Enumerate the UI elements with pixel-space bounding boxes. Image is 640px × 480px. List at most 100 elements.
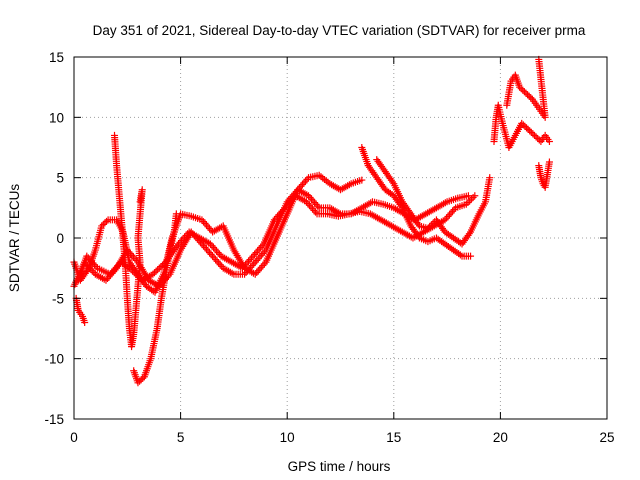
data-point	[111, 265, 119, 273]
data-point	[465, 230, 473, 238]
x-tick-label: 5	[177, 430, 185, 445]
data-point	[524, 125, 532, 133]
data-point	[246, 256, 254, 264]
data-point	[252, 249, 260, 257]
x-tick-label: 20	[493, 430, 508, 445]
data-point	[181, 233, 189, 241]
data-point	[241, 261, 249, 269]
data-point	[204, 247, 212, 255]
data-point	[251, 250, 259, 258]
data-point	[209, 252, 217, 260]
data-point	[312, 200, 320, 208]
data-point	[215, 259, 223, 267]
data-point	[202, 245, 210, 253]
data-point	[98, 222, 106, 230]
y-tick-label: 0	[56, 231, 64, 246]
data-point	[109, 267, 117, 275]
series-dip-1	[72, 294, 89, 326]
data-point	[259, 262, 267, 270]
data-point	[466, 197, 474, 205]
series-spike-1	[111, 131, 146, 351]
data-point	[280, 206, 288, 214]
data-point	[137, 376, 145, 384]
data-point	[529, 130, 537, 138]
data-point	[90, 261, 98, 269]
data-point	[213, 247, 221, 255]
x-tick-label: 25	[599, 430, 614, 445]
data-point	[429, 219, 437, 227]
data-point	[214, 249, 222, 257]
data-point	[249, 252, 257, 260]
data-point	[83, 252, 91, 260]
data-point	[204, 223, 212, 231]
data-point	[179, 235, 187, 243]
series-late-3	[535, 158, 553, 191]
data-point	[251, 258, 259, 266]
data-point	[283, 202, 291, 210]
data-point	[149, 270, 157, 278]
data-point	[257, 243, 265, 251]
data-point	[518, 119, 526, 127]
data-point	[174, 240, 182, 248]
data-point	[178, 237, 186, 245]
data-point	[305, 201, 313, 209]
data-point	[136, 198, 144, 206]
data-point	[251, 270, 259, 278]
data-point	[302, 198, 310, 206]
data-point	[202, 221, 210, 229]
data-point	[84, 254, 92, 262]
data-point	[259, 250, 267, 258]
data-point	[520, 88, 528, 96]
data-point	[112, 263, 120, 271]
data-point	[152, 267, 160, 275]
data-point	[258, 242, 266, 250]
data-point	[182, 231, 190, 239]
y-tick-label: 10	[49, 110, 64, 125]
data-point	[87, 265, 95, 273]
data-point	[469, 193, 477, 201]
data-point	[281, 204, 289, 212]
data-point	[88, 267, 96, 275]
series-spike-2	[130, 210, 180, 387]
y-tick-label: -5	[52, 291, 64, 306]
data-point	[426, 223, 434, 231]
data-point	[525, 92, 533, 100]
data-point	[467, 195, 475, 203]
data-point	[213, 257, 221, 265]
data-point	[129, 253, 137, 261]
y-tick-label: -10	[44, 352, 64, 367]
data-point	[257, 263, 265, 271]
data-point	[85, 263, 93, 271]
data-point	[298, 181, 306, 189]
data-point	[442, 214, 450, 222]
data-point	[248, 262, 256, 270]
data-point	[303, 175, 311, 183]
data-point	[545, 158, 553, 166]
plot-frame	[73, 56, 608, 420]
data-point	[464, 199, 472, 207]
data-point	[81, 318, 89, 326]
data-point	[256, 265, 264, 273]
data-point	[304, 200, 312, 208]
data-point	[99, 220, 107, 228]
data-point	[86, 256, 94, 264]
data-point	[242, 268, 250, 276]
y-tick-label: -15	[44, 412, 64, 427]
data-point	[278, 207, 286, 215]
data-point	[136, 377, 144, 385]
data-point	[446, 211, 454, 219]
x-tick-label: 10	[280, 430, 295, 445]
data-point	[134, 379, 142, 387]
data-point	[260, 248, 268, 256]
y-tick-label: 15	[49, 50, 64, 65]
data-point	[108, 268, 116, 276]
data-point	[519, 121, 527, 129]
data-point	[311, 199, 319, 207]
data-point	[527, 94, 535, 102]
data-point	[254, 255, 262, 263]
data-point	[176, 238, 184, 246]
x-tick-label: 0	[70, 430, 78, 445]
data-point	[208, 242, 216, 250]
data-point	[312, 208, 320, 216]
